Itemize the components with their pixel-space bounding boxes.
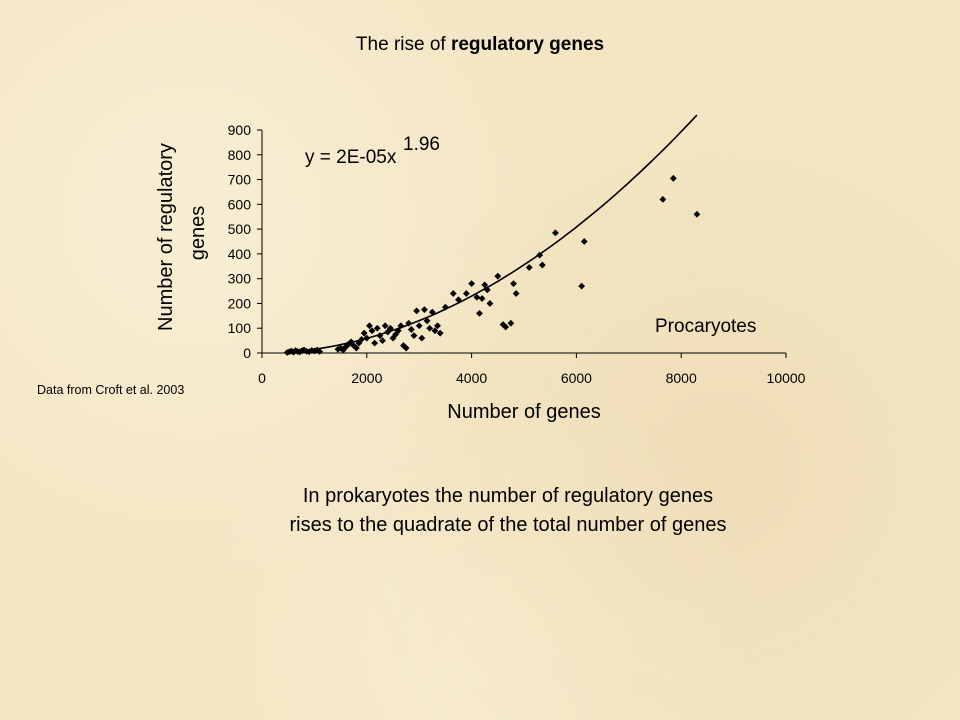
data-point — [507, 319, 515, 327]
data-point — [659, 195, 667, 203]
data-point — [376, 332, 384, 340]
data-point — [512, 290, 520, 297]
data-point — [455, 296, 462, 304]
data-point — [462, 290, 470, 297]
data-point — [478, 295, 486, 302]
group-label: Procaryotes — [655, 316, 756, 337]
data-point — [538, 261, 546, 269]
data-point — [428, 308, 436, 316]
data-point — [316, 348, 324, 355]
x-tick-label: 4000 — [456, 370, 487, 386]
data-point — [381, 322, 389, 330]
trendline-group — [288, 114, 698, 353]
data-point — [313, 346, 321, 354]
y-tick-label: 400 — [228, 246, 252, 262]
data-point — [418, 334, 426, 342]
data-point — [397, 322, 405, 330]
data-point — [578, 282, 586, 290]
caption: In prokaryotes the number of regulatory … — [0, 482, 960, 540]
data-point — [449, 290, 457, 297]
slide-title: The rise of regulatory genes — [0, 34, 960, 56]
caption-line-2: rises to the quadrate of the total numbe… — [289, 514, 727, 536]
chart-axes — [257, 129, 787, 358]
data-point — [402, 344, 410, 352]
title-prefix: The rise of — [355, 34, 451, 55]
source-note: Data from Croft et al. 2003 — [37, 383, 185, 397]
data-point — [434, 322, 441, 330]
data-point — [426, 324, 434, 332]
data-point — [494, 272, 502, 280]
y-tick-label: 800 — [228, 147, 252, 163]
data-point — [379, 337, 386, 345]
data-point — [525, 264, 533, 271]
trend-equation-exponent: 1.96 — [403, 134, 440, 155]
data-point — [693, 210, 701, 218]
y-axis-title-line-2: genes — [187, 206, 209, 261]
data-point — [481, 281, 489, 289]
y-tick-label: 600 — [228, 196, 252, 212]
y-axis-title-line-1: Number of regulatory — [155, 143, 177, 331]
trend-equation: y = 2E-05x — [305, 147, 397, 168]
data-point — [473, 293, 481, 301]
x-tick-label: 0 — [258, 370, 266, 386]
power-trendline — [288, 114, 698, 353]
data-point — [358, 335, 365, 343]
data-point — [510, 280, 517, 288]
data-point — [669, 174, 677, 182]
y-tick-label: 900 — [228, 122, 252, 138]
data-point — [363, 334, 371, 342]
y-tick-label: 300 — [228, 271, 252, 287]
y-tick-label: 200 — [228, 295, 252, 311]
data-point — [442, 303, 449, 311]
data-point — [371, 339, 379, 347]
data-point — [373, 324, 381, 332]
data-points — [283, 174, 701, 356]
y-tick-label: 0 — [243, 345, 251, 361]
data-point — [352, 344, 360, 352]
data-point — [423, 317, 431, 325]
data-point — [386, 324, 394, 332]
caption-line-1: In prokaryotes the number of regulatory … — [302, 485, 714, 507]
data-point — [413, 307, 420, 315]
data-point — [580, 238, 588, 245]
data-point — [502, 323, 510, 331]
data-point — [476, 309, 483, 317]
y-tick-label: 500 — [228, 221, 252, 237]
data-point — [486, 300, 494, 307]
data-point — [366, 322, 373, 330]
data-point — [407, 326, 415, 333]
data-point — [405, 319, 413, 327]
y-tick-label: 100 — [228, 320, 252, 336]
x-axis-title: Number of genes — [447, 401, 600, 423]
data-point — [468, 280, 475, 288]
chart-labels: 0 2000 4000 6000 8000 10000 0 100 200 300 400 500 60… — [155, 122, 806, 423]
data-point — [360, 329, 368, 337]
x-tick-label: 10000 — [767, 370, 806, 386]
data-point — [421, 306, 428, 314]
data-point — [436, 329, 444, 337]
data-point — [394, 327, 402, 335]
x-tick-label: 8000 — [666, 370, 697, 386]
title-bold: regulatory genes — [450, 34, 605, 55]
data-point — [368, 327, 376, 335]
x-tick-label: 2000 — [351, 370, 382, 386]
data-point — [552, 229, 559, 237]
data-point — [415, 322, 423, 330]
x-tick-label: 6000 — [561, 370, 592, 386]
data-point — [431, 327, 439, 335]
y-tick-label: 700 — [228, 172, 252, 188]
data-point — [483, 286, 491, 294]
data-point — [536, 251, 544, 259]
data-point — [410, 332, 418, 340]
